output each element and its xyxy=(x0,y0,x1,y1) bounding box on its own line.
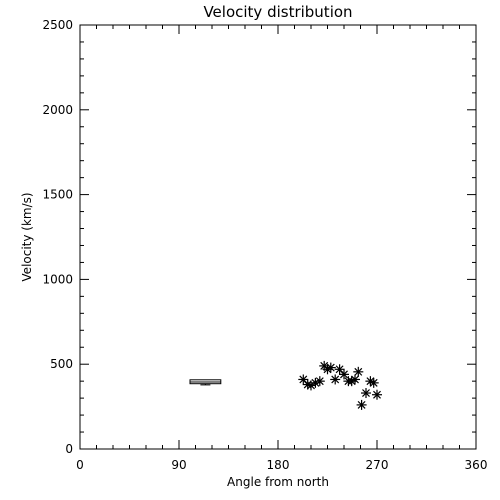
data-point xyxy=(353,366,364,377)
data-point xyxy=(356,399,367,410)
data-point-stroke xyxy=(369,378,378,387)
data-point-stroke xyxy=(362,389,370,397)
data-point-stroke xyxy=(366,377,375,386)
data-point-stroke xyxy=(373,390,381,399)
data-point xyxy=(330,374,341,385)
y-tick-label: 2000 xyxy=(42,103,73,117)
data-point-stroke xyxy=(351,375,359,384)
y-tick-label: 1000 xyxy=(42,272,73,286)
y-tick-label: 0 xyxy=(65,442,73,456)
box-plot xyxy=(189,379,222,386)
axis-tick-labels: 0 90 180 270 360 0 500 1000 1500 2000 2500 xyxy=(42,18,487,472)
x-tick-label: 0 xyxy=(76,458,84,472)
data-point xyxy=(361,388,371,399)
data-point xyxy=(368,377,379,388)
data-point xyxy=(314,376,325,387)
data-point xyxy=(298,374,309,385)
axis-ticks xyxy=(79,24,477,450)
data-point-stroke xyxy=(303,380,312,389)
data-point-stroke xyxy=(354,367,363,376)
data-point xyxy=(372,389,382,400)
data-point-stroke xyxy=(340,370,348,379)
x-tick-label: 360 xyxy=(465,458,488,472)
data-point-stroke xyxy=(357,400,366,409)
data-point-stroke xyxy=(315,377,324,386)
data-point xyxy=(334,364,345,375)
scatter-points xyxy=(298,360,382,410)
data-point-stroke xyxy=(299,375,308,384)
y-axis-label: Velocity (km/s) xyxy=(20,192,34,281)
data-point xyxy=(325,362,336,373)
data-point-stroke xyxy=(331,375,340,384)
data-point xyxy=(339,369,349,380)
x-tick-label: 90 xyxy=(171,458,186,472)
y-tick-label: 500 xyxy=(50,357,73,371)
y-tick-label: 2500 xyxy=(42,18,73,32)
x-axis-label: Angle from north xyxy=(227,475,329,489)
y-tick-label: 1500 xyxy=(42,188,73,202)
chart-title: Velocity distribution xyxy=(203,3,352,21)
data-point-stroke xyxy=(335,365,344,374)
x-tick-label: 270 xyxy=(366,458,389,472)
x-tick-label: 180 xyxy=(267,458,290,472)
data-point-stroke xyxy=(311,378,320,387)
data-point-stroke xyxy=(326,363,335,372)
data-point xyxy=(350,374,360,385)
